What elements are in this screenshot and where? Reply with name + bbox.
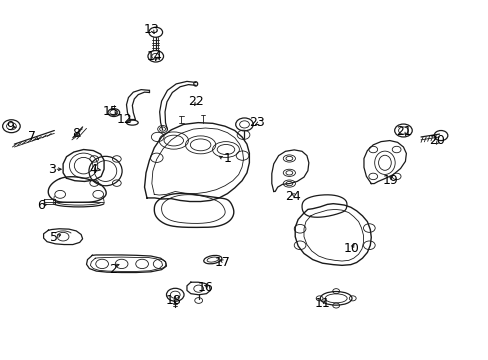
Text: 12: 12 <box>117 113 133 126</box>
Text: 11: 11 <box>314 297 330 310</box>
Text: 9: 9 <box>6 120 14 133</box>
Text: 21: 21 <box>396 125 411 138</box>
Text: 20: 20 <box>428 134 444 147</box>
Text: 19: 19 <box>382 174 398 186</box>
Text: 22: 22 <box>187 95 203 108</box>
Text: 5: 5 <box>50 231 58 244</box>
Text: 17: 17 <box>214 256 230 269</box>
Text: 8: 8 <box>72 127 80 140</box>
Text: 10: 10 <box>343 242 359 255</box>
Text: 7: 7 <box>28 130 36 144</box>
Text: 23: 23 <box>248 116 264 129</box>
Text: 1: 1 <box>223 152 231 165</box>
Text: 16: 16 <box>197 281 213 294</box>
Text: 6: 6 <box>37 199 44 212</box>
Text: 24: 24 <box>285 190 301 203</box>
Text: 15: 15 <box>102 105 118 118</box>
Text: 14: 14 <box>146 50 162 63</box>
Text: 13: 13 <box>143 23 160 36</box>
Text: 18: 18 <box>165 294 182 307</box>
Text: 3: 3 <box>48 163 56 176</box>
Text: 2: 2 <box>109 263 117 276</box>
Text: 4: 4 <box>89 163 97 176</box>
